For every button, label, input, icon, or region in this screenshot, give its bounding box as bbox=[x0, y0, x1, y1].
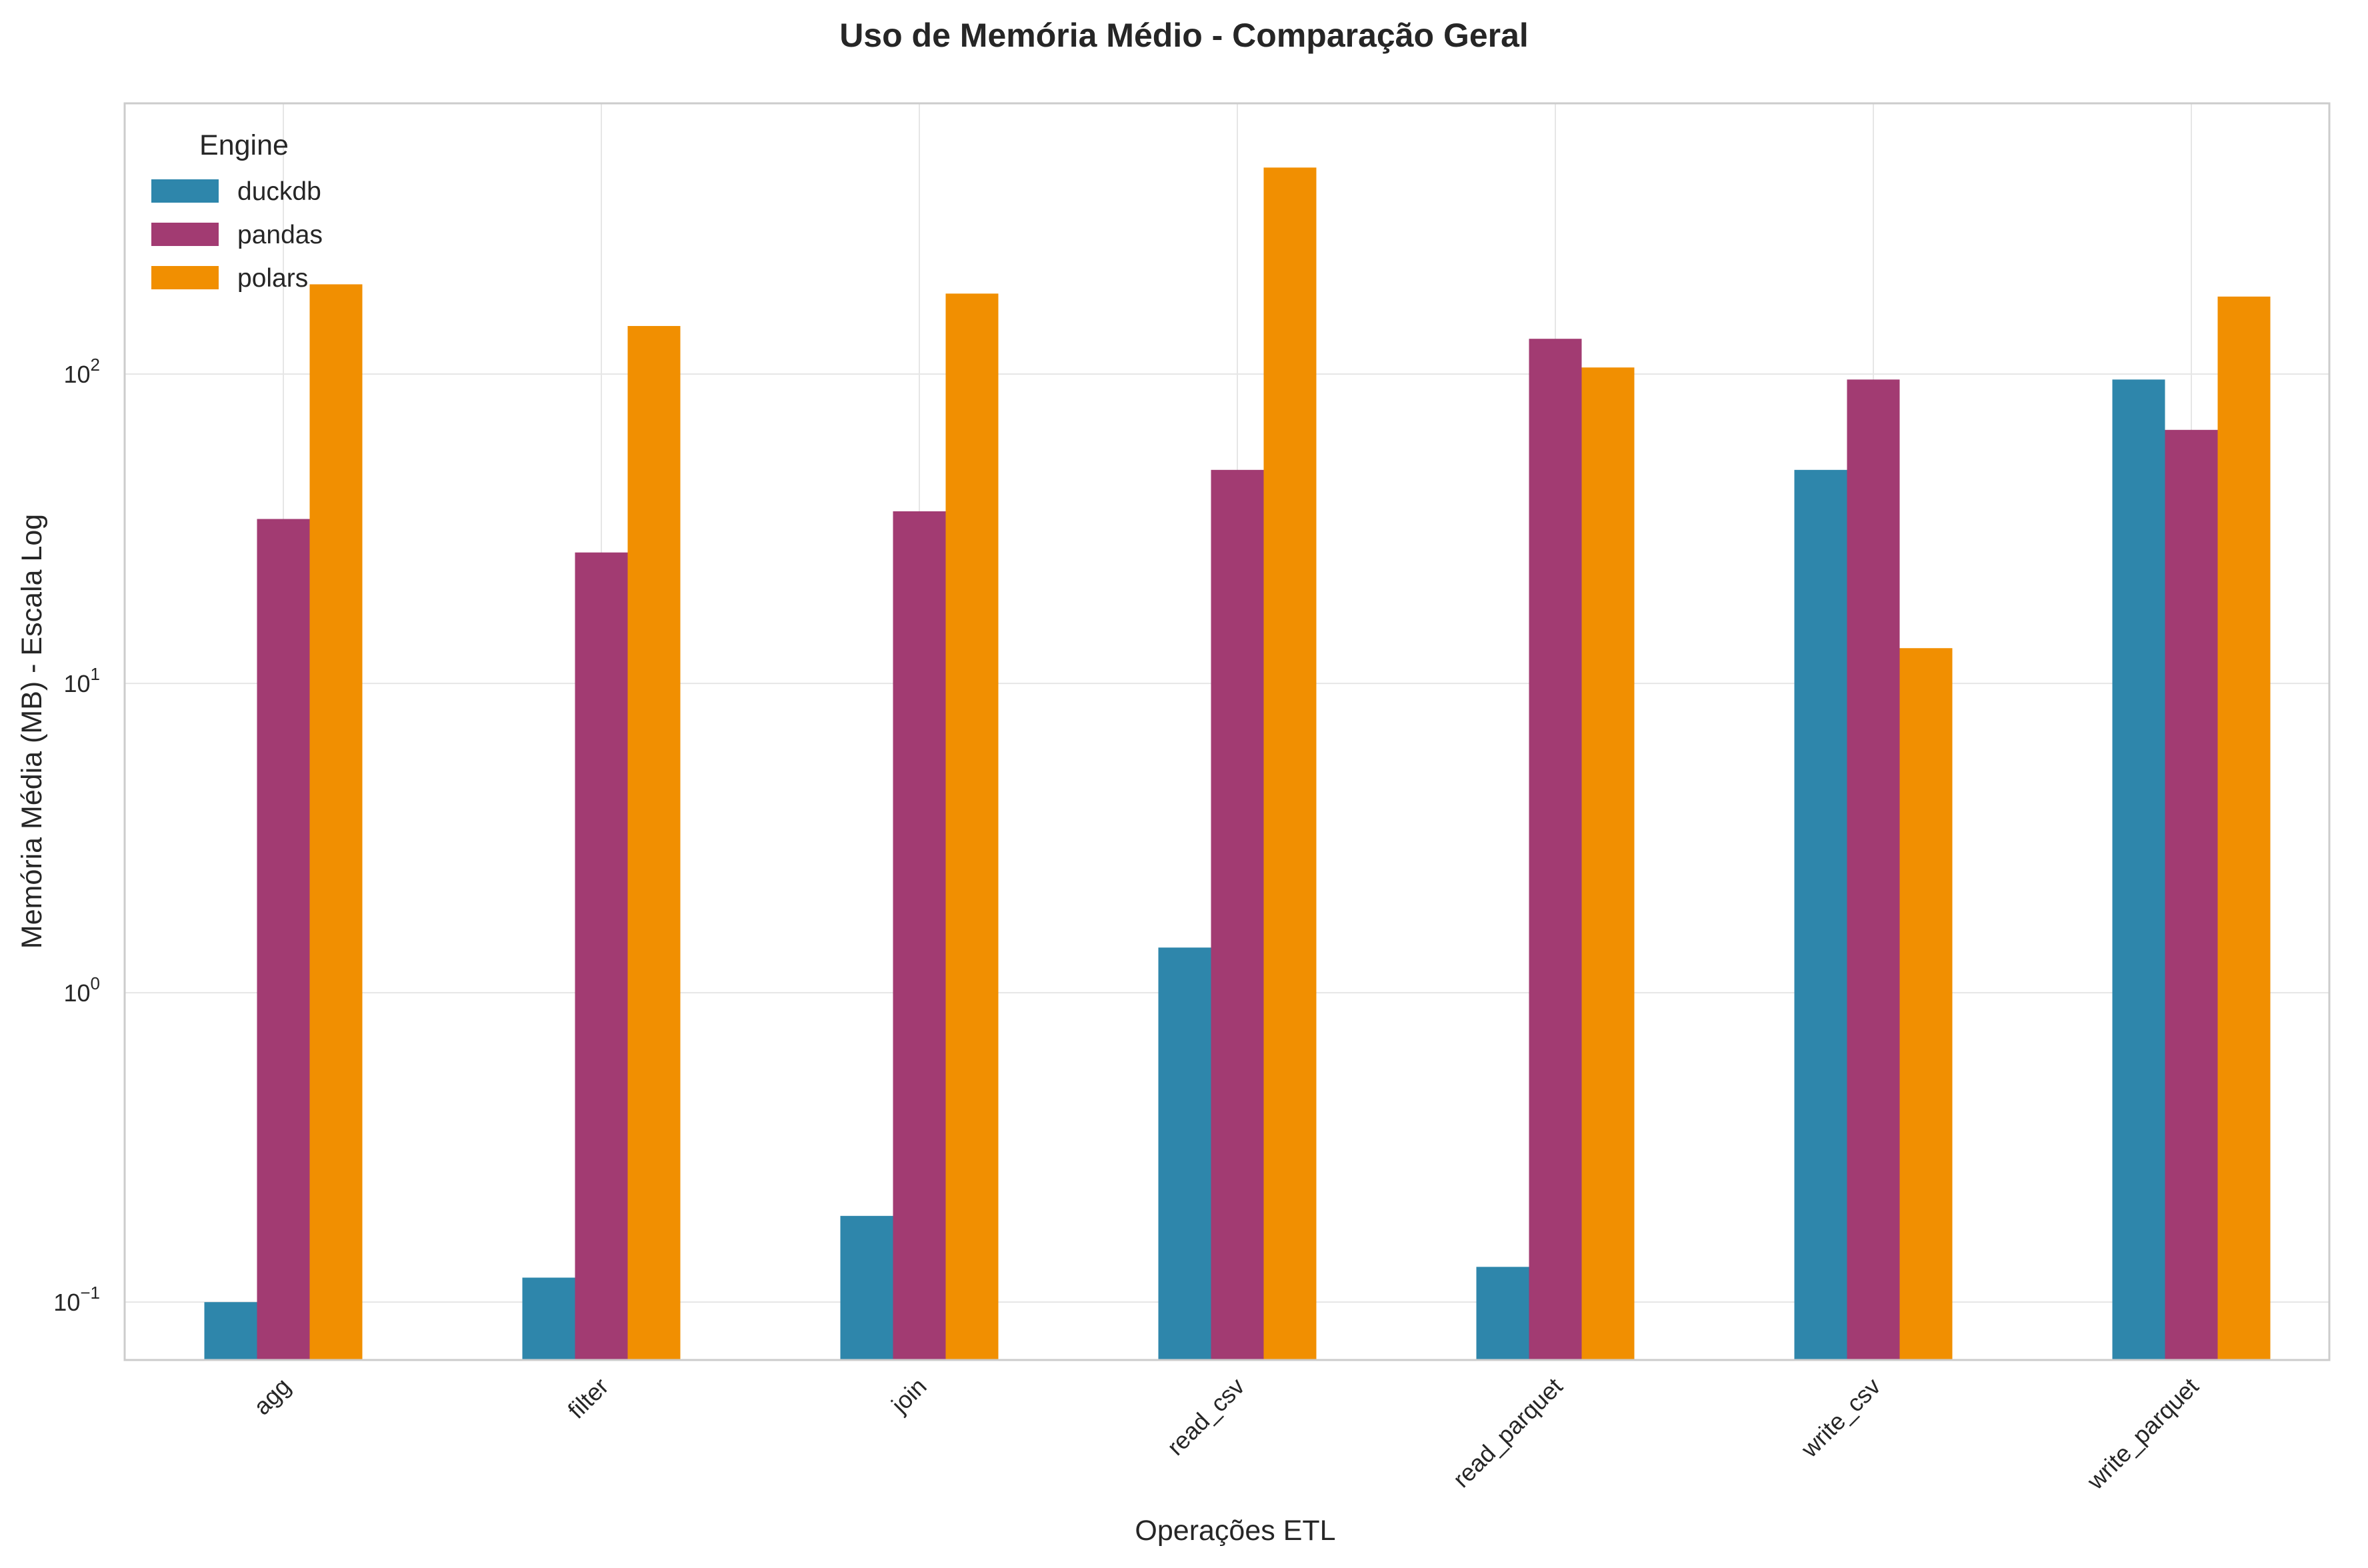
bar-duckdb-write_csv bbox=[1794, 469, 1847, 1360]
legend-label-polars: polars bbox=[237, 264, 308, 293]
bar-pandas-read_csv bbox=[1211, 469, 1264, 1360]
legend-swatch-polars bbox=[151, 266, 219, 289]
bar-duckdb-write_parquet bbox=[2112, 379, 2165, 1360]
bars bbox=[204, 167, 2271, 1361]
y-tick-label: 10−1 bbox=[53, 1283, 100, 1316]
bar-polars-write_csv bbox=[1899, 648, 1953, 1361]
legend: Engine duckdb pandas polars bbox=[151, 129, 323, 293]
bar-pandas-filter bbox=[575, 552, 628, 1361]
bar-pandas-join bbox=[893, 511, 946, 1361]
bar-pandas-read_parquet bbox=[1529, 339, 1582, 1360]
bar-pandas-write_csv bbox=[1847, 379, 1900, 1360]
bar-duckdb-join bbox=[840, 1215, 893, 1360]
y-axis-label: Memória Média (MB) - Escala Log bbox=[16, 514, 48, 949]
bar-polars-filter bbox=[627, 325, 681, 1360]
bar-polars-read_csv bbox=[1263, 167, 1317, 1360]
bar-duckdb-filter bbox=[522, 1277, 575, 1360]
y-tick-label: 100 bbox=[63, 973, 100, 1007]
plot-frame bbox=[123, 102, 2331, 1361]
bar-duckdb-read_csv bbox=[1158, 947, 1211, 1360]
bar-duckdb-agg bbox=[204, 1302, 257, 1360]
y-tick-label: 101 bbox=[63, 664, 100, 697]
legend-label-pandas: pandas bbox=[237, 221, 323, 249]
y-ticks: 10−1 100 101 102 bbox=[53, 355, 100, 1316]
legend-label-duckdb: duckdb bbox=[237, 177, 321, 206]
legend-swatch-pandas bbox=[151, 223, 219, 246]
chart-title: Uso de Memória Médio - Comparação Geral bbox=[839, 17, 1529, 54]
legend-title: Engine bbox=[199, 129, 289, 161]
bar-polars-join bbox=[945, 293, 999, 1361]
bar-pandas-write_parquet bbox=[2165, 429, 2218, 1360]
x-axis-label: Operações ETL bbox=[1135, 1515, 1335, 1547]
bar-polars-read_parquet bbox=[1581, 367, 1635, 1360]
bar-pandas-agg bbox=[257, 519, 310, 1360]
legend-swatch-duckdb bbox=[151, 179, 219, 203]
bar-polars-write_parquet bbox=[2217, 296, 2271, 1361]
bar-polars-agg bbox=[309, 284, 363, 1361]
y-tick-label: 102 bbox=[63, 355, 100, 388]
bar-duckdb-read_parquet bbox=[1476, 1267, 1529, 1360]
